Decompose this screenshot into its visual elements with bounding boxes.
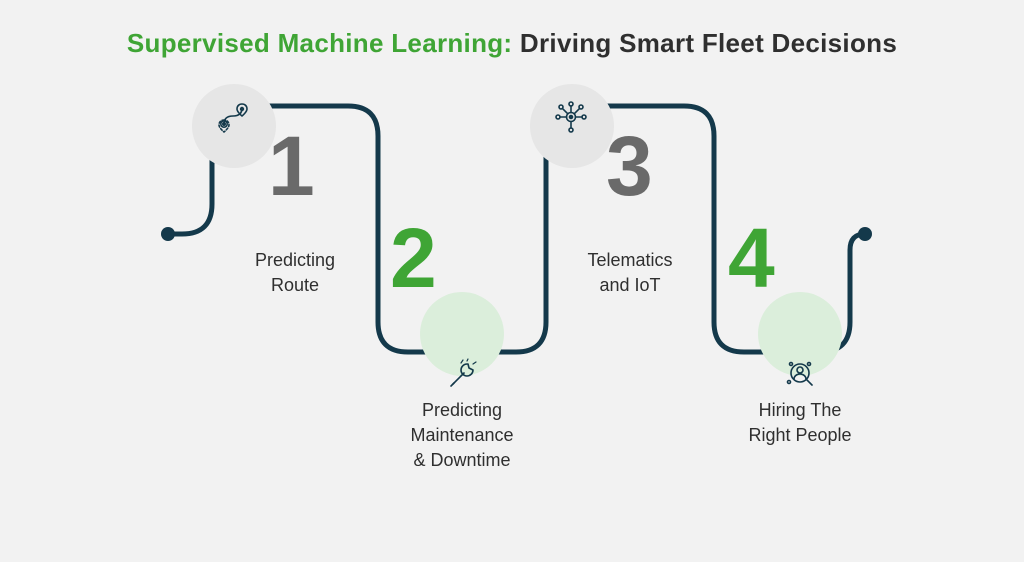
page-title: Supervised Machine Learning: Driving Sma… (0, 28, 1024, 59)
step-3-number: 3 (606, 124, 649, 208)
step-2-number: 2 (390, 216, 433, 300)
step-1-number: 1 (268, 124, 311, 208)
title-rest: Driving Smart Fleet Decisions (512, 28, 897, 58)
step-1-label: Predicting Route (205, 248, 385, 298)
step-3-label: Telematics and IoT (540, 248, 720, 298)
infographic-stage: Supervised Machine Learning: Driving Sma… (0, 0, 1024, 562)
step-4-number: 4 (728, 216, 771, 300)
route-icon (216, 100, 250, 134)
wrench-icon (445, 358, 479, 392)
step-2-label: Predicting Maintenance & Downtime (372, 398, 552, 474)
iot-icon (554, 100, 588, 134)
flow-path (0, 0, 1024, 562)
step-4-label: Hiring The Right People (710, 398, 890, 448)
person-search-icon (783, 358, 817, 392)
title-accent: Supervised Machine Learning: (127, 28, 513, 58)
